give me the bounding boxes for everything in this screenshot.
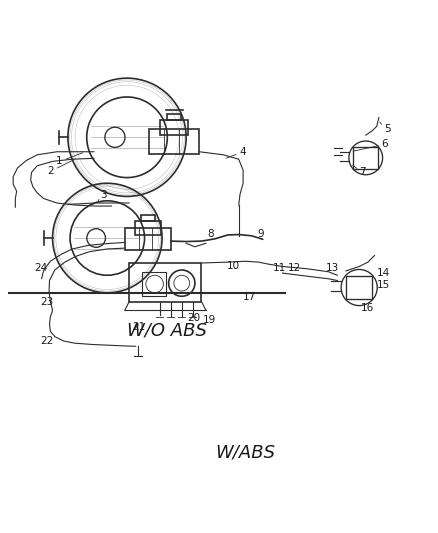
Text: 24: 24 (35, 263, 48, 273)
Text: 12: 12 (288, 263, 301, 273)
Text: 11: 11 (272, 263, 286, 273)
Text: 20: 20 (187, 313, 200, 323)
Bar (142, 272, 166, 296)
Bar (135, 221, 161, 235)
Bar (141, 215, 155, 221)
Text: 22: 22 (41, 336, 54, 346)
Text: 1: 1 (56, 156, 63, 166)
Text: 14: 14 (377, 268, 390, 278)
Bar (129, 263, 201, 302)
Bar (167, 114, 181, 120)
Text: W/ABS: W/ABS (215, 443, 275, 462)
Text: 13: 13 (326, 263, 339, 273)
Text: 10: 10 (226, 261, 240, 271)
Text: 5: 5 (384, 124, 391, 134)
Text: 2: 2 (47, 166, 54, 176)
Text: 8: 8 (207, 229, 214, 239)
Bar (160, 120, 188, 135)
Text: 3: 3 (100, 190, 107, 200)
Text: 7: 7 (359, 167, 366, 177)
Text: 16: 16 (361, 303, 374, 313)
Text: W/O ABS: W/O ABS (127, 321, 206, 339)
Bar (353, 147, 378, 168)
Bar (125, 228, 171, 251)
Text: 9: 9 (257, 229, 264, 239)
Bar (149, 128, 199, 154)
Text: 15: 15 (377, 280, 390, 290)
Text: 6: 6 (381, 139, 389, 149)
Text: 17: 17 (243, 292, 256, 302)
Text: 4: 4 (240, 147, 247, 157)
Text: 19: 19 (203, 316, 216, 325)
Text: 23: 23 (40, 296, 53, 306)
Bar (346, 276, 372, 299)
Text: 21: 21 (133, 321, 146, 332)
